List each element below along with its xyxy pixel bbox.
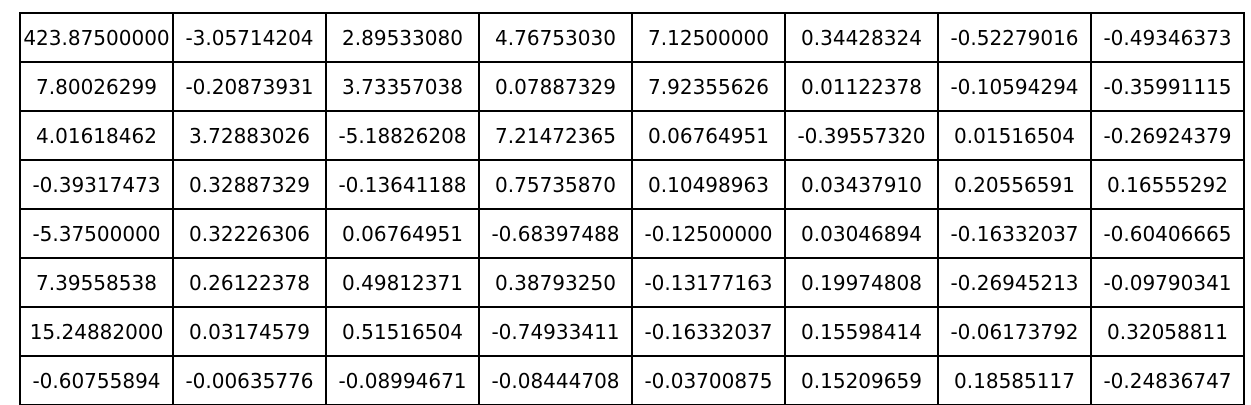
table-row: -5.37500000 0.32226306 0.06764951 -0.683974… [19,208,1245,259]
table-cell: -0.06173792 [937,306,1092,357]
table-cell: 0.06764951 [325,208,480,259]
table-cell: 0.32887329 [172,159,327,210]
table-cell: 7.21472365 [478,110,633,161]
table-cell: -0.24836747 [1090,355,1245,405]
table-cell: 0.32058811 [1090,306,1245,357]
table-cell: 7.12500000 [631,12,786,63]
table-cell: -0.16332037 [937,208,1092,259]
table-cell: 7.92355626 [631,61,786,112]
table-row: -0.39317473 0.32887329 -0.13641188 0.757358… [19,159,1245,210]
table-cell: 0.03174579 [172,306,327,357]
table-cell: -0.49346373 [1090,12,1245,63]
table-cell: -0.60755894 [19,355,174,405]
table-cell: -0.26945213 [937,257,1092,308]
table-cell: 0.51516504 [325,306,480,357]
table-cell: -0.20873931 [172,61,327,112]
table-cell: -0.08444708 [478,355,633,405]
table-cell: 3.73357038 [325,61,480,112]
table-row: 15.24882000 0.03174579 0.51516504 -0.749334… [19,306,1245,357]
table-cell: 0.03046894 [784,208,939,259]
table-cell: 0.20556591 [937,159,1092,210]
table-cell: 0.01516504 [937,110,1092,161]
table-cell: -0.16332037 [631,306,786,357]
table-row: 4.01618462 3.72883026 -5.18826208 7.2147236… [19,110,1245,161]
table-row: 7.80026299 -0.20873931 3.73357038 0.0788732… [19,61,1245,112]
table-cell: -5.18826208 [325,110,480,161]
table-cell: 423.87500000 [19,12,174,63]
table-cell: 2.89533080 [325,12,480,63]
matrix-body: 423.87500000 -3.05714204 2.89533080 4.76753… [19,12,1245,405]
table-cell: 0.32226306 [172,208,327,259]
table-row: 7.39558538 0.26122378 0.49812371 0.38793250… [19,257,1245,308]
matrix-table: 423.87500000 -3.05714204 2.89533080 4.76753… [19,12,1245,405]
table-cell: 0.16555292 [1090,159,1245,210]
table-cell: 0.38793250 [478,257,633,308]
table-cell: -0.52279016 [937,12,1092,63]
table-cell: 7.80026299 [19,61,174,112]
table-cell: 0.19974808 [784,257,939,308]
table-cell: 0.01122378 [784,61,939,112]
table-cell: 0.26122378 [172,257,327,308]
table-row: -0.60755894 -0.00635776 -0.08994671 -0.0844… [19,355,1245,405]
table-cell: 0.10498963 [631,159,786,210]
table-cell: -0.12500000 [631,208,786,259]
table-cell: 7.39558538 [19,257,174,308]
table-cell: -0.09790341 [1090,257,1245,308]
table-cell: 0.18585117 [937,355,1092,405]
table-cell: 0.15598414 [784,306,939,357]
table-cell: 4.01618462 [19,110,174,161]
table-cell: -0.39317473 [19,159,174,210]
table-cell: 15.24882000 [19,306,174,357]
table-cell: 0.03437910 [784,159,939,210]
table-cell: -5.37500000 [19,208,174,259]
table-cell: -0.60406665 [1090,208,1245,259]
table-cell: 0.07887329 [478,61,633,112]
table-cell: -0.74933411 [478,306,633,357]
table-row: 423.87500000 -3.05714204 2.89533080 4.76753… [19,12,1245,63]
table-cell: -0.68397488 [478,208,633,259]
table-cell: -0.00635776 [172,355,327,405]
table-cell: -0.13177163 [631,257,786,308]
table-cell: -0.26924379 [1090,110,1245,161]
table-cell: -0.10594294 [937,61,1092,112]
table-cell: -0.08994671 [325,355,480,405]
table-cell: 4.76753030 [478,12,633,63]
table-cell: 0.75735870 [478,159,633,210]
table-cell: 3.72883026 [172,110,327,161]
table-cell: -0.03700875 [631,355,786,405]
table-cell: 0.34428324 [784,12,939,63]
table-cell: 0.06764951 [631,110,786,161]
table-cell: 0.49812371 [325,257,480,308]
table-cell: -0.39557320 [784,110,939,161]
table-cell: -0.13641188 [325,159,480,210]
table-cell: -3.05714204 [172,12,327,63]
table-cell: 0.15209659 [784,355,939,405]
table-cell: -0.35991115 [1090,61,1245,112]
